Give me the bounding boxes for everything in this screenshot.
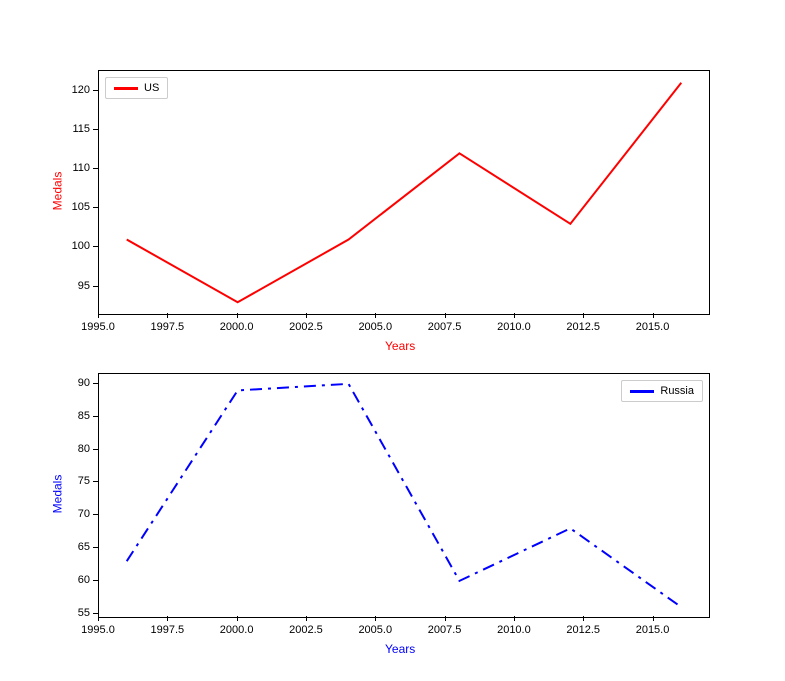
xtick-label: 1995.0 [81, 321, 115, 333]
xtick-mark [237, 313, 238, 318]
xlabel-russia: Years [385, 642, 415, 656]
legend-us: US [105, 77, 168, 99]
xtick-label: 2015.0 [636, 321, 670, 333]
ytick-mark [93, 580, 98, 581]
ytick-mark [93, 246, 98, 247]
xtick-label: 1997.5 [150, 321, 184, 333]
xtick-label: 2010.0 [497, 624, 531, 636]
xtick-mark [306, 313, 307, 318]
xtick-mark [445, 616, 446, 621]
ytick-mark [93, 168, 98, 169]
xtick-label: 2012.5 [566, 321, 600, 333]
xtick-label: 2007.5 [428, 321, 462, 333]
xtick-mark [237, 616, 238, 621]
xtick-mark [583, 313, 584, 318]
xtick-label: 2012.5 [566, 624, 600, 636]
ytick-label: 85 [78, 410, 90, 422]
xtick-label: 2000.0 [220, 321, 254, 333]
ytick-mark [93, 449, 98, 450]
figure: US Medals Years Russia Medals Years 1995… [0, 0, 785, 681]
ylabel-russia: Medals [50, 474, 64, 513]
xtick-mark [445, 313, 446, 318]
line-russia [99, 374, 709, 617]
ytick-mark [93, 129, 98, 130]
xtick-mark [375, 616, 376, 621]
xtick-label: 2007.5 [428, 624, 462, 636]
ytick-label: 70 [78, 508, 90, 520]
ytick-mark [93, 90, 98, 91]
ytick-label: 60 [78, 574, 90, 586]
legend-swatch-russia [630, 390, 654, 393]
xtick-mark [514, 616, 515, 621]
ytick-label: 95 [78, 280, 90, 292]
ytick-label: 75 [78, 475, 90, 487]
xtick-label: 2015.0 [636, 624, 670, 636]
xtick-mark [98, 313, 99, 318]
xtick-label: 2005.0 [358, 321, 392, 333]
subplot-russia: Russia [98, 373, 710, 618]
ytick-label: 55 [78, 607, 90, 619]
xtick-mark [653, 616, 654, 621]
xtick-mark [167, 313, 168, 318]
xtick-label: 2002.5 [289, 624, 323, 636]
xtick-mark [583, 616, 584, 621]
xtick-mark [514, 313, 515, 318]
ytick-mark [93, 547, 98, 548]
ytick-label: 120 [72, 84, 90, 96]
subplot-us: US [98, 70, 710, 315]
legend-swatch-us [114, 87, 138, 90]
ytick-label: 100 [72, 240, 90, 252]
ytick-mark [93, 481, 98, 482]
ytick-mark [93, 613, 98, 614]
ytick-label: 105 [72, 201, 90, 213]
legend-russia: Russia [621, 380, 703, 402]
xtick-label: 2005.0 [358, 624, 392, 636]
ytick-mark [93, 383, 98, 384]
ytick-label: 110 [72, 162, 90, 174]
ylabel-us: Medals [50, 171, 64, 210]
xtick-label: 2010.0 [497, 321, 531, 333]
xtick-mark [375, 313, 376, 318]
xtick-mark [98, 616, 99, 621]
xtick-mark [306, 616, 307, 621]
xtick-label: 1997.5 [150, 624, 184, 636]
ytick-mark [93, 416, 98, 417]
ytick-label: 65 [78, 541, 90, 553]
xtick-label: 2002.5 [289, 321, 323, 333]
ytick-label: 115 [72, 123, 90, 135]
ytick-label: 80 [78, 443, 90, 455]
ytick-mark [93, 514, 98, 515]
legend-label-us: US [144, 82, 159, 94]
ytick-mark [93, 286, 98, 287]
xtick-mark [653, 313, 654, 318]
ytick-label: 90 [78, 377, 90, 389]
legend-label-russia: Russia [660, 385, 694, 397]
xlabel-us: Years [385, 339, 415, 353]
ytick-mark [93, 207, 98, 208]
xtick-label: 1995.0 [81, 624, 115, 636]
line-us [99, 71, 709, 314]
xtick-label: 2000.0 [220, 624, 254, 636]
xtick-mark [167, 616, 168, 621]
